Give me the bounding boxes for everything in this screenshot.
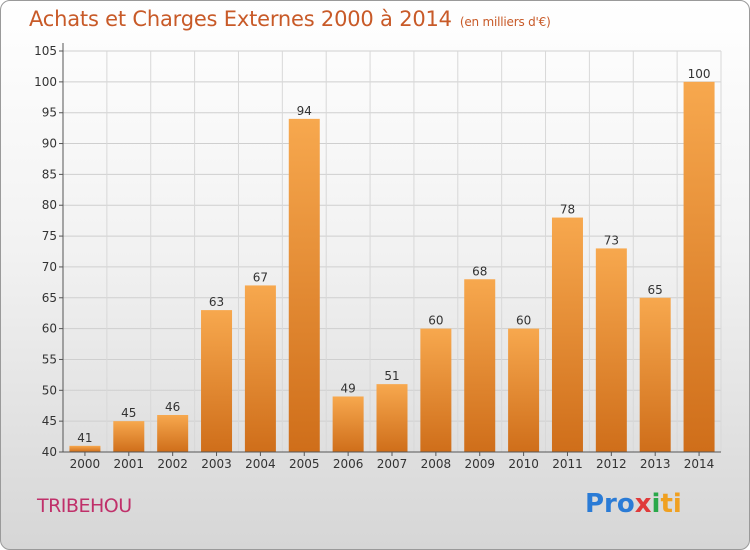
data-label: 45 bbox=[121, 406, 136, 420]
commune-name: TRIBEHOU bbox=[37, 495, 132, 517]
x-tick-label: 2008 bbox=[421, 457, 452, 471]
data-label: 60 bbox=[516, 314, 531, 328]
x-tick-label: 2012 bbox=[596, 457, 627, 471]
bar bbox=[464, 279, 496, 452]
data-label: 73 bbox=[604, 233, 619, 247]
y-tick-label: 60 bbox=[42, 322, 57, 336]
x-tick-label: 2006 bbox=[333, 457, 364, 471]
chart-title: Achats et Charges Externes 2000 à 2014 (e… bbox=[29, 7, 551, 31]
x-tick-label: 2005 bbox=[289, 457, 320, 471]
bar bbox=[683, 81, 715, 452]
bar bbox=[244, 285, 276, 452]
x-tick-label: 2007 bbox=[377, 457, 408, 471]
data-label: 100 bbox=[688, 67, 711, 81]
data-label: 49 bbox=[340, 381, 355, 395]
y-tick-label: 80 bbox=[42, 198, 57, 212]
y-tick-label: 50 bbox=[42, 383, 57, 397]
bar bbox=[157, 414, 189, 452]
bar bbox=[639, 297, 671, 452]
data-label: 65 bbox=[648, 283, 663, 297]
y-tick-label: 45 bbox=[42, 414, 57, 428]
y-tick-label: 100 bbox=[34, 75, 57, 89]
data-label: 94 bbox=[297, 104, 312, 118]
data-label: 51 bbox=[384, 369, 399, 383]
bar bbox=[332, 396, 364, 452]
chart-title-text: Achats et Charges Externes 2000 à 2014 bbox=[29, 7, 452, 31]
bar bbox=[113, 421, 145, 452]
bar bbox=[376, 384, 408, 452]
bar bbox=[201, 310, 233, 452]
x-tick-label: 2010 bbox=[508, 457, 539, 471]
y-tick-label: 55 bbox=[42, 352, 57, 366]
x-tick-label: 2009 bbox=[464, 457, 495, 471]
y-tick-label: 85 bbox=[42, 167, 57, 181]
logo-part-4: ti bbox=[660, 489, 682, 519]
data-label: 46 bbox=[165, 400, 180, 414]
y-tick-label: 75 bbox=[42, 229, 57, 243]
y-tick-label: 105 bbox=[34, 44, 57, 58]
proxiti-logo: Proxiti bbox=[585, 489, 682, 519]
y-tick-label: 65 bbox=[42, 291, 57, 305]
logo-part-1: Pro bbox=[585, 489, 635, 519]
y-tick-label: 95 bbox=[42, 106, 57, 120]
data-label: 68 bbox=[472, 264, 487, 278]
data-label: 60 bbox=[428, 314, 443, 328]
bar bbox=[508, 328, 540, 452]
logo-part-2: x bbox=[634, 489, 652, 519]
x-tick-label: 2002 bbox=[157, 457, 188, 471]
bar bbox=[551, 217, 583, 452]
bar bbox=[288, 118, 320, 452]
data-label: 63 bbox=[209, 295, 224, 309]
y-tick-label: 40 bbox=[42, 445, 57, 459]
bar bbox=[420, 328, 452, 452]
y-tick-label: 90 bbox=[42, 137, 57, 151]
x-tick-label: 2000 bbox=[70, 457, 101, 471]
x-tick-label: 2004 bbox=[245, 457, 276, 471]
data-label: 78 bbox=[560, 203, 575, 217]
bar bbox=[595, 248, 627, 452]
x-tick-label: 2003 bbox=[201, 457, 232, 471]
bar bbox=[69, 445, 101, 452]
data-label: 41 bbox=[77, 431, 92, 445]
logo-part-3: i bbox=[651, 489, 661, 519]
data-label: 67 bbox=[253, 270, 268, 284]
x-tick-label: 2011 bbox=[552, 457, 583, 471]
x-tick-label: 2014 bbox=[684, 457, 715, 471]
y-tick-label: 70 bbox=[42, 260, 57, 274]
x-tick-label: 2013 bbox=[640, 457, 671, 471]
chart-subtitle: (en milliers d'€) bbox=[459, 15, 551, 29]
x-tick-label: 2001 bbox=[114, 457, 145, 471]
